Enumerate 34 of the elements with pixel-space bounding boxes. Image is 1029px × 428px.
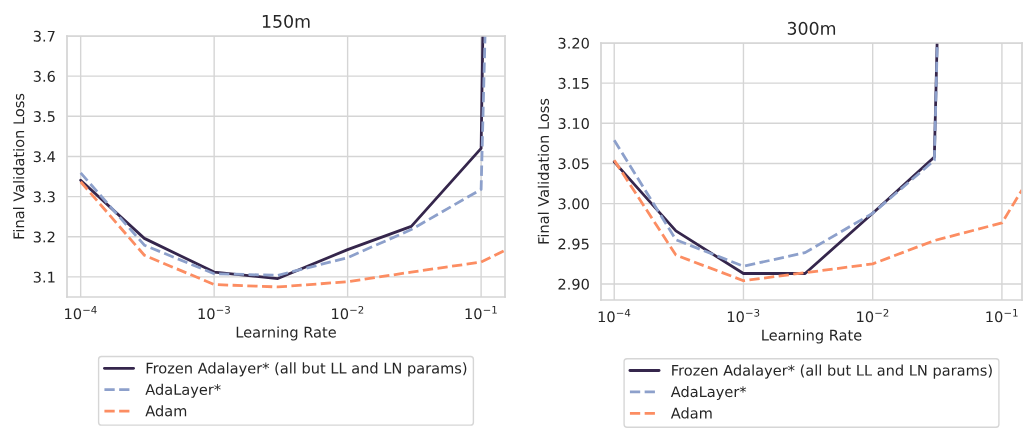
x-tick-label: 10$^{−2}$: [857, 308, 889, 323]
x-tick-label: 10$^{−3}$: [198, 305, 230, 320]
legend-label: Adam: [670, 407, 712, 419]
y-tick-label: 3.20: [558, 37, 589, 49]
x-tick-label: 10$^{−1}$: [986, 309, 1018, 323]
y-axis-title: Final Validation Loss: [13, 93, 25, 239]
y-tick-label: 3.7: [33, 30, 55, 42]
y-tick-label: 3.15: [558, 77, 589, 89]
x-axis-title: Learning Rate: [236, 326, 336, 341]
legend-label: Adam: [145, 405, 187, 417]
legend-label: AdaLayer*: [145, 383, 221, 398]
x-tick-label: 10$^{−4}$: [65, 306, 97, 320]
y-tick-label: 3.00: [558, 198, 589, 210]
chart-title: 300m: [787, 21, 836, 35]
y-tick-label: 2.95: [558, 238, 589, 250]
y-tick-label: 3.10: [558, 118, 589, 130]
x-tick-label: 10$^{−3}$: [727, 308, 760, 323]
legend-label: Frozen Adalayer* (all but LL and LN params): [672, 364, 992, 379]
chart-title: 150m: [262, 14, 310, 28]
y-tick-label: 3.2: [33, 231, 55, 243]
y-tick-label: 3.4: [33, 151, 56, 163]
y-axis-title: Final Validation Loss: [537, 98, 550, 244]
x-tick-label: 10$^{−4}$: [598, 309, 631, 323]
y-tick-label: 3.6: [33, 70, 55, 82]
y-tick-label: 3.1: [33, 271, 55, 283]
y-tick-label: 3.5: [33, 111, 55, 123]
x-tick-label: 10$^{−1}$: [465, 306, 497, 320]
legend-label: Frozen Adalayer* (all but LL and LN params): [146, 362, 467, 377]
y-tick-label: 3.3: [33, 191, 55, 203]
legend-label: AdaLayer*: [670, 385, 747, 401]
y-tick-label: 2.90: [558, 278, 589, 290]
y-tick-label: 3.05: [558, 158, 589, 170]
x-tick-label: 10$^{−2}$: [332, 305, 364, 320]
x-axis-title: Learning Rate: [762, 329, 862, 344]
